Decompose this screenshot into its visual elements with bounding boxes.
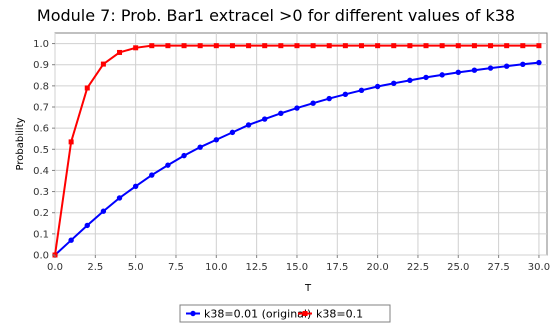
y-tick-label: 0.5: [33, 145, 49, 156]
data-point: [326, 95, 332, 102]
x-tick-label: 15.0: [286, 262, 308, 273]
data-point: [310, 43, 316, 49]
data-point: [165, 162, 171, 168]
data-point: [455, 43, 461, 49]
legend-label: k38=0.1: [316, 308, 363, 321]
y-tick-label: 0.3: [33, 187, 49, 198]
y-tick-label: 0.4: [33, 166, 49, 177]
data-point: [423, 74, 429, 81]
data-point: [342, 43, 348, 49]
data-point: [375, 43, 381, 49]
data-point: [149, 172, 155, 178]
data-point: [229, 43, 235, 49]
data-point: [149, 43, 155, 49]
legend-label: k38=0.01 (original): [204, 308, 311, 321]
data-point: [391, 80, 397, 87]
y-axis-label: Probability: [15, 117, 26, 170]
data-point: [197, 43, 203, 49]
data-point: [342, 91, 349, 98]
y-tick-label: 0.6: [33, 124, 49, 135]
data-point: [310, 100, 316, 106]
data-point: [100, 208, 107, 214]
y-tick-label: 1.0: [33, 39, 49, 50]
legend-marker: [302, 311, 308, 316]
data-point: [262, 116, 268, 122]
data-point: [197, 144, 203, 150]
data-point: [487, 65, 494, 71]
data-point: [488, 43, 494, 49]
data-point: [471, 43, 477, 49]
x-tick-label: 27.5: [487, 262, 509, 273]
data-point: [278, 43, 284, 49]
plot-area: [54, 32, 548, 256]
x-tick-label: 0.0: [47, 262, 63, 273]
data-point: [407, 43, 413, 49]
data-point: [245, 122, 252, 128]
data-point: [68, 237, 74, 243]
y-tick-label: 0.2: [33, 208, 49, 219]
data-point: [68, 139, 74, 145]
data-point: [326, 43, 332, 49]
y-tick-label: 0.9: [33, 60, 49, 71]
data-point: [536, 59, 542, 66]
data-point: [181, 152, 187, 159]
x-tick-label: 30.0: [528, 262, 550, 273]
data-point: [358, 87, 365, 93]
data-point: [181, 43, 187, 49]
data-point: [423, 43, 429, 49]
x-tick-label: 2.5: [87, 262, 103, 273]
chart-title: Module 7: Prob. Bar1 extracel >0 for dif…: [36, 6, 516, 25]
data-point: [294, 43, 300, 49]
x-axis: 0.0 2.5 5.0 7.5 10.0 12.5 15.0 17.5 20.0 22.5 25.0…: [47, 255, 550, 273]
data-point: [536, 43, 542, 49]
data-point: [358, 43, 364, 49]
x-tick-label: 5.0: [128, 262, 144, 273]
data-point: [213, 43, 219, 49]
data-point: [262, 43, 268, 49]
x-tick-label: 25.0: [447, 262, 469, 273]
y-tick-label: 0.0: [33, 251, 49, 262]
data-point: [520, 43, 526, 49]
data-point: [520, 61, 526, 67]
data-point: [117, 49, 123, 55]
data-point: [504, 43, 510, 49]
x-tick-label: 10.0: [205, 262, 227, 273]
data-point: [213, 137, 220, 143]
x-axis-label: T: [304, 283, 312, 294]
data-point: [229, 129, 236, 136]
y-tick-label: 0.7: [33, 103, 49, 114]
x-tick-label: 7.5: [168, 262, 184, 273]
legend-marker: [190, 310, 196, 317]
y-tick-label: 0.8: [33, 81, 49, 92]
y-axis: 0.0 0.1 0.2 0.3 0.4 0.5 0.6 0.7 0.8 0.9 1.0: [33, 39, 55, 262]
x-tick-label: 22.5: [407, 262, 429, 273]
data-point: [374, 83, 381, 90]
data-point: [84, 85, 90, 91]
data-point: [84, 222, 90, 229]
data-point: [116, 195, 123, 201]
x-tick-label: 17.5: [326, 262, 348, 273]
data-point: [391, 43, 397, 49]
data-point: [133, 45, 139, 51]
data-point: [439, 43, 445, 49]
data-point: [471, 67, 478, 73]
data-point: [100, 61, 106, 67]
data-point: [246, 43, 252, 49]
data-point: [294, 105, 300, 111]
legend: k38=0.01 (original) k38=0.1: [179, 304, 391, 323]
series-layer: [52, 43, 542, 258]
data-point: [455, 69, 461, 76]
data-point: [439, 72, 445, 78]
data-point: [278, 110, 284, 117]
y-tick-label: 0.1: [33, 229, 49, 240]
x-tick-label: 12.5: [246, 262, 268, 273]
legend-box: [179, 304, 391, 323]
data-point: [503, 63, 510, 69]
data-point: [407, 77, 413, 84]
x-tick-label: 20.0: [366, 262, 388, 273]
data-point: [132, 183, 139, 189]
data-point: [165, 43, 171, 49]
